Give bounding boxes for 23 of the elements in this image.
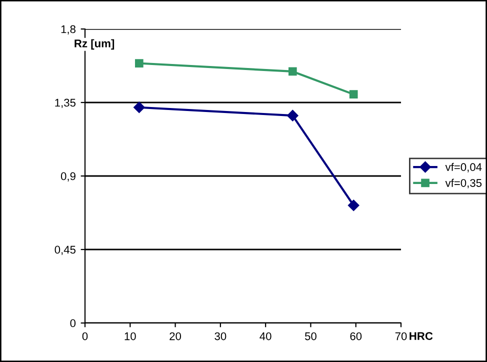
y-tick-label: 1,8: [61, 25, 76, 34]
point: [288, 67, 297, 76]
x-tick-label: 0: [82, 332, 88, 340]
point: [348, 200, 360, 212]
x-tick-label: 50: [304, 332, 316, 340]
x-tick-label: 10: [124, 332, 136, 340]
legend-label: vf=0,04: [445, 162, 482, 172]
x-tick-label: 30: [214, 332, 226, 340]
y-tick-label: 0,45: [54, 246, 76, 255]
y-axis-title: Rz [um]: [74, 39, 114, 50]
point: [135, 59, 144, 68]
point: [134, 102, 145, 114]
y-tick-label: 0: [70, 319, 76, 328]
x-tick-label: 60: [350, 332, 362, 340]
x-tick-label: 40: [260, 332, 272, 340]
y-tick-label: 0,9: [60, 172, 76, 182]
x-tick-label: 70: [395, 332, 407, 340]
x-axis-title: HRC: [410, 332, 433, 340]
y-tick-label: 1,35: [55, 98, 76, 108]
legend-label: vf=0,35: [445, 178, 482, 188]
point: [349, 90, 358, 98]
x-tick-label: 20: [170, 332, 182, 340]
point: [287, 110, 298, 122]
